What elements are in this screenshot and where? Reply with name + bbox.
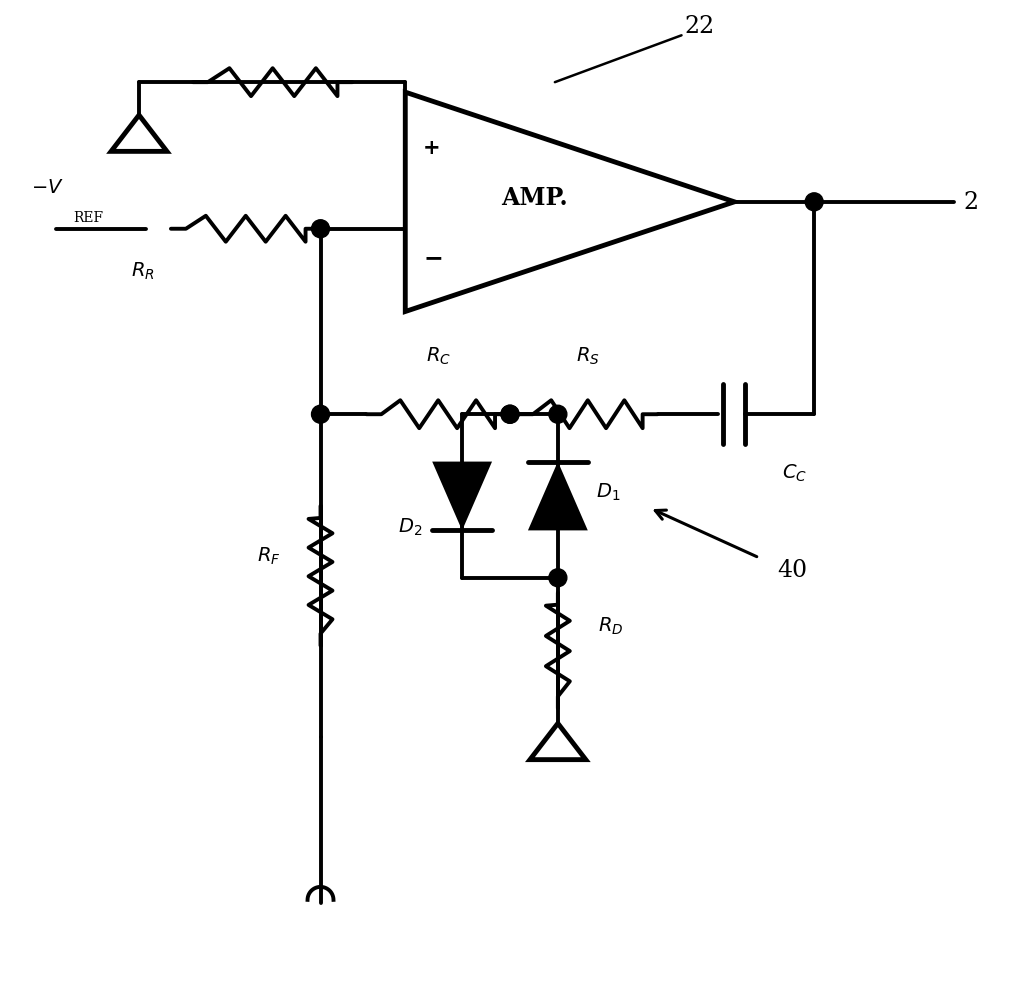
Text: 2: 2 [963,191,978,214]
Polygon shape [432,462,492,530]
Text: −: − [423,246,443,269]
Text: $C_C$: $C_C$ [782,462,807,484]
Text: AMP.: AMP. [501,185,568,210]
Circle shape [501,406,519,424]
Text: +: + [423,138,441,158]
Text: $R_F$: $R_F$ [257,545,280,567]
Text: 22: 22 [684,15,715,37]
Text: $R_D$: $R_D$ [598,615,623,637]
Text: $-V$: $-V$ [31,178,64,196]
Text: $D_1$: $D_1$ [596,481,620,502]
Polygon shape [528,462,588,530]
Circle shape [312,406,330,424]
Text: $R_S$: $R_S$ [576,346,600,367]
Circle shape [312,221,330,239]
Text: $R_R$: $R_R$ [131,260,154,282]
Circle shape [549,569,566,587]
Circle shape [501,406,519,424]
Circle shape [549,406,566,424]
Circle shape [805,193,823,212]
Text: $R_C$: $R_C$ [425,346,451,367]
Text: REF: REF [73,211,104,225]
Text: 40: 40 [777,559,807,582]
Text: $D_2$: $D_2$ [398,516,422,537]
